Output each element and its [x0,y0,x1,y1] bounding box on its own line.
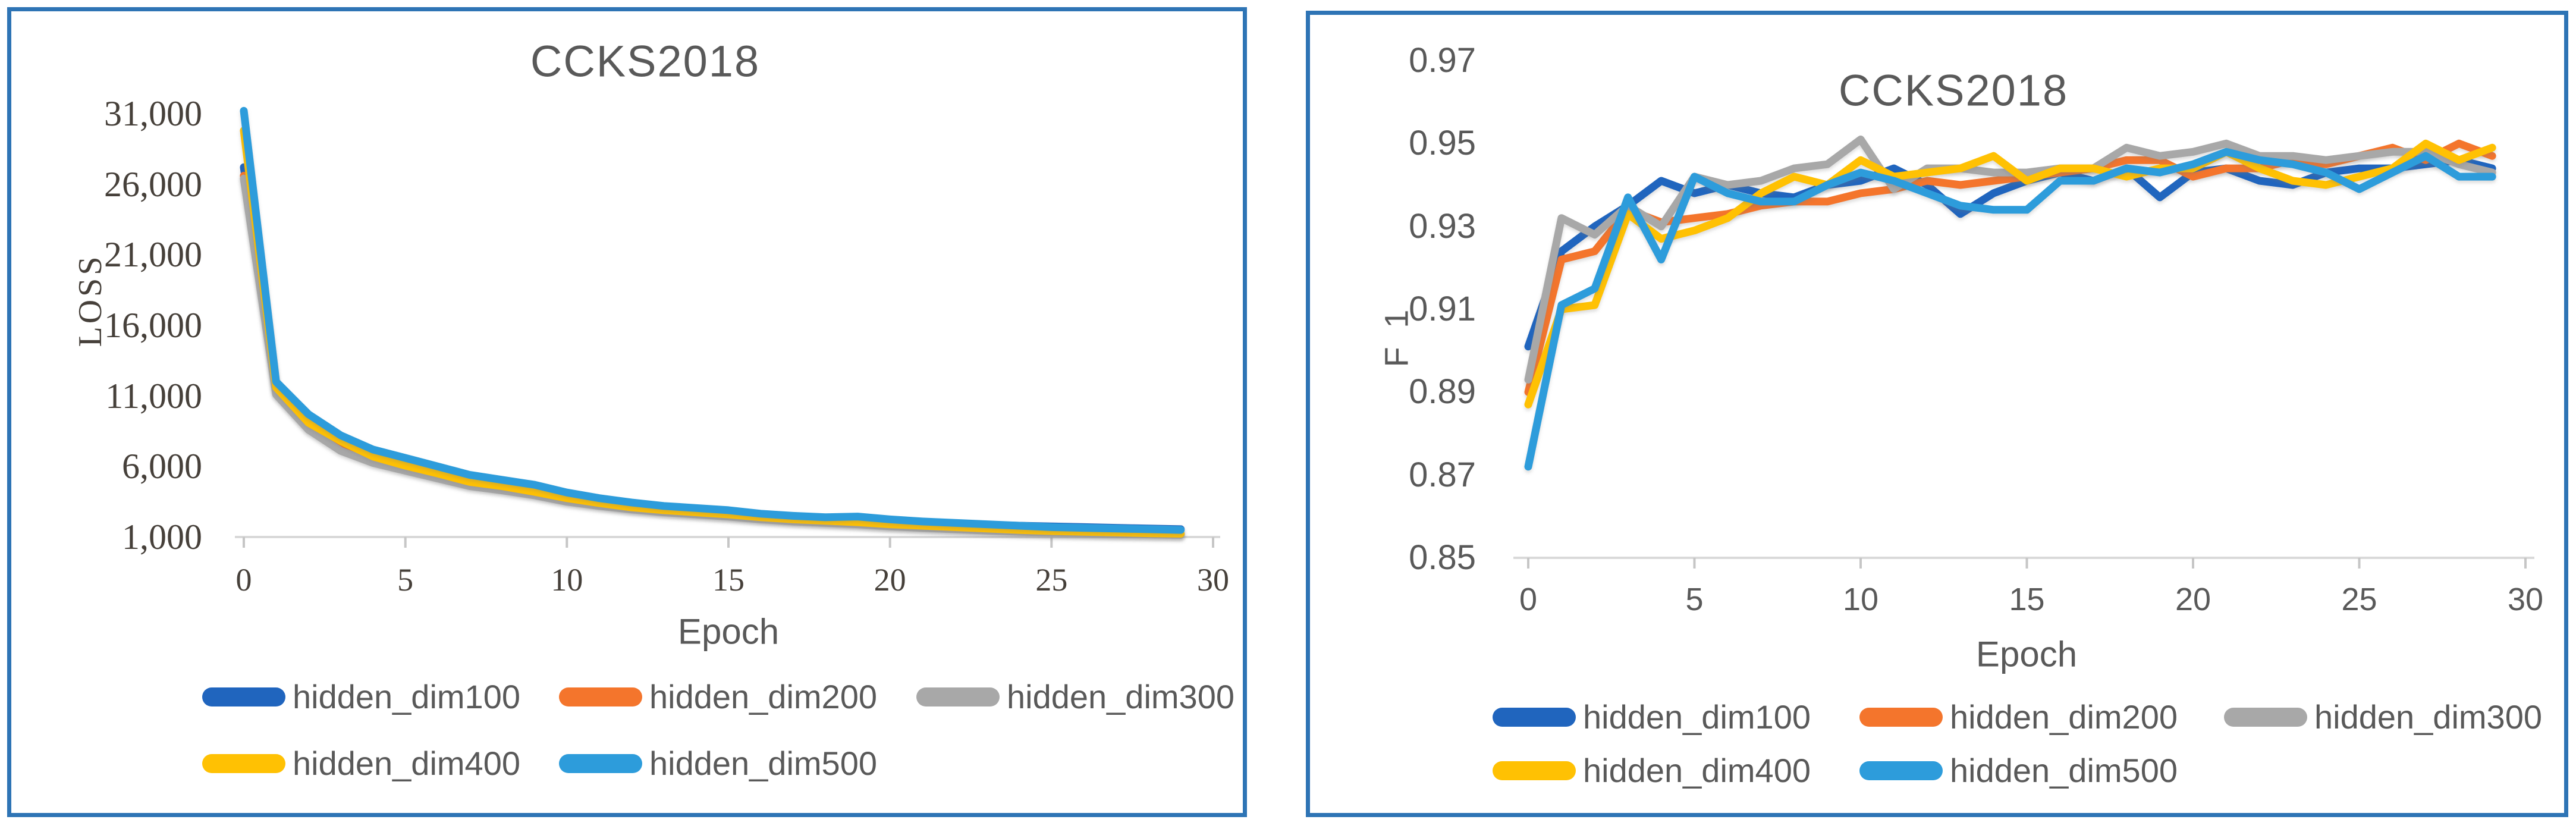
legend-swatch-hidden_dim100 [202,687,285,706]
legend-label-hidden_dim500: hidden_dim500 [1950,752,2178,789]
x-tick-label: 25 [1035,562,1068,598]
legend-label-hidden_dim400: hidden_dim400 [1583,752,1811,789]
y-tick-label: 31,000 [104,94,202,133]
legend-swatch-hidden_dim200 [559,687,642,706]
y-tick-label: 26,000 [104,164,202,204]
loss-x-axis-title: Epoch [677,611,780,652]
y-tick-label: 6,000 [122,447,202,486]
x-tick-label: 30 [1197,562,1229,598]
legend-swatch-hidden_dim300 [2224,708,2307,727]
x-tick-label: 5 [397,562,414,598]
legend-label-hidden_dim500: hidden_dim500 [649,745,877,782]
y-tick-label: 21,000 [104,235,202,275]
legend-swatch-hidden_dim300 [916,687,1000,706]
legend-label-hidden_dim100: hidden_dim100 [1583,698,1811,736]
x-tick-label: 0 [1519,582,1538,617]
y-tick-label: 0.95 [1409,124,1476,163]
y-tick-label: 16,000 [104,306,202,345]
x-tick-label: 20 [874,562,906,598]
f1-x-axis-title: Epoch [1975,634,2078,674]
y-tick-label: 0.91 [1409,290,1476,328]
x-tick-label: 10 [551,562,583,598]
y-tick-label: 0.97 [1409,41,1476,80]
legend-swatch-hidden_dim100 [1493,708,1576,727]
legend-swatch-hidden_dim400 [202,754,285,773]
y-tick-label: 1,000 [122,517,202,557]
x-tick-label: 15 [2009,582,2045,617]
y-tick-label: 0.85 [1409,538,1476,577]
x-tick-label: 30 [2507,582,2544,617]
x-tick-label: 15 [712,562,744,598]
legend-label-hidden_dim200: hidden_dim200 [649,678,877,715]
legend-label-hidden_dim400: hidden_dim400 [293,745,520,782]
loss-chart-title: CCKS2018 [530,36,761,86]
legend-swatch-hidden_dim500 [1859,761,1943,780]
legend-label-hidden_dim100: hidden_dim100 [293,678,520,715]
y-tick-label: 11,000 [105,376,202,416]
legend-swatch-hidden_dim400 [1493,761,1576,780]
legend-label-hidden_dim300: hidden_dim300 [1007,678,1234,715]
legend-swatch-hidden_dim500 [559,754,642,773]
x-tick-label: 10 [1842,582,1879,617]
x-tick-label: 5 [1685,582,1704,617]
f1-chart-title: CCKS2018 [1838,65,2069,115]
legend-label-hidden_dim200: hidden_dim200 [1950,698,2178,736]
x-tick-label: 20 [2175,582,2211,617]
y-tick-label: 0.89 [1409,372,1476,412]
legend-label-hidden_dim300: hidden_dim300 [2314,698,2542,736]
x-tick-label: 25 [2341,582,2377,617]
f1-chart-panel [1306,11,2568,817]
legend-swatch-hidden_dim200 [1859,708,1943,727]
x-tick-label: 0 [235,562,252,598]
y-tick-label: 0.87 [1409,455,1476,494]
y-tick-label: 0.93 [1409,206,1476,246]
